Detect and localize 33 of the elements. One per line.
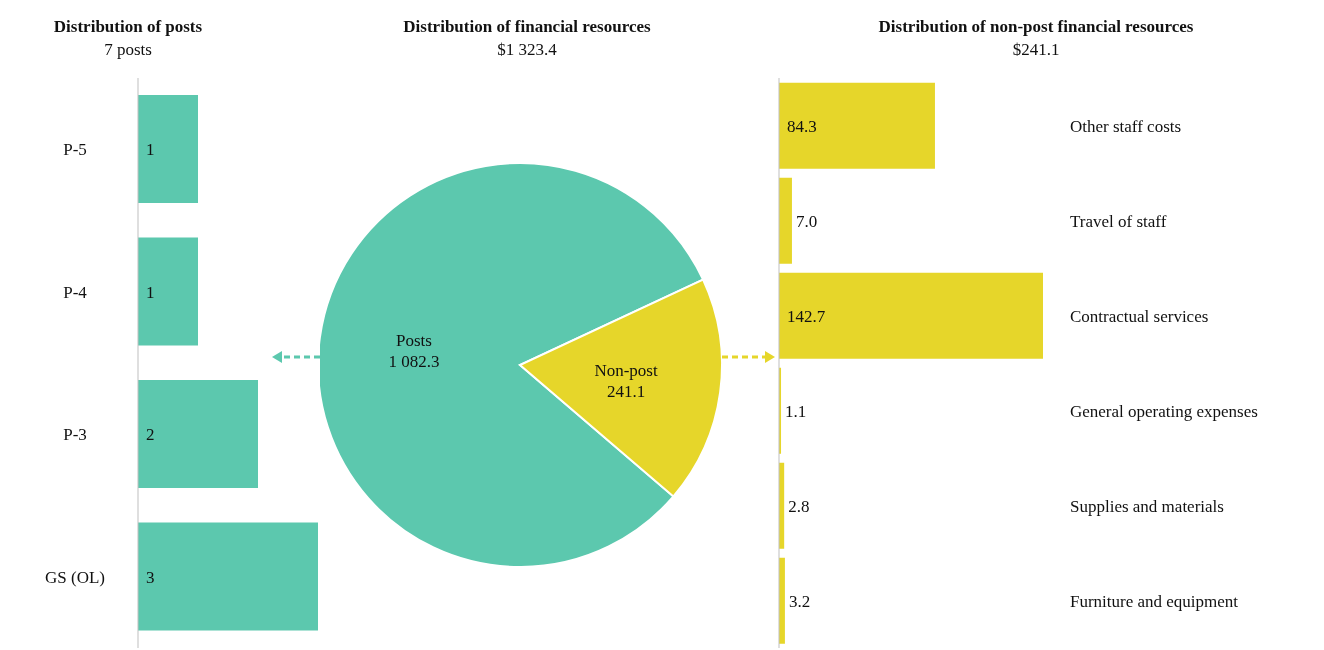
y-tick-label: P-3 [63,425,87,445]
data-label: 1 082.3 [388,352,440,372]
slice-label: Posts [395,331,432,351]
y-tick-label: Other staff costs [1070,116,1182,136]
y-tick-label: General operating expenses [1070,401,1258,421]
y-tick-label: P-4 [63,282,88,302]
data-label: 1 [146,140,155,160]
y-tick-label: Travel of staff [1070,211,1167,231]
chart-subtitle: $1 323.4 [496,39,558,61]
y-tick-label: Contractual services [1070,306,1209,326]
data-label: 3 [146,567,155,587]
data-label: 1 [146,282,155,302]
data-label: 2 [146,425,155,445]
data-label: 241.1 [606,381,646,401]
data-label: 84.3 [787,116,817,136]
y-tick-label: Furniture and equipment [1070,591,1239,611]
chart-title: Distribution of non-post financial resources [877,16,1195,38]
y-tick-label: GS (OL) [45,567,105,587]
data-label: 1.1 [785,401,807,421]
bar [779,272,1043,359]
y-tick-label: Supplies and materials [1070,496,1224,516]
data-label: 3.2 [788,591,811,611]
bar [779,177,792,264]
slice-label: Non-post [594,360,658,380]
bar [779,82,935,169]
data-label: 2.8 [788,496,810,516]
y-tick-label: P-5 [63,140,87,160]
chart-subtitle: $241.1 [1011,39,1061,61]
data-label: 142.7 [787,306,826,326]
chart-title: Distribution of posts [52,16,204,38]
chart-subtitle: 7 posts [103,39,153,61]
chart-title: Distribution of financial resources [402,16,652,38]
data-label: 7.0 [795,211,818,231]
